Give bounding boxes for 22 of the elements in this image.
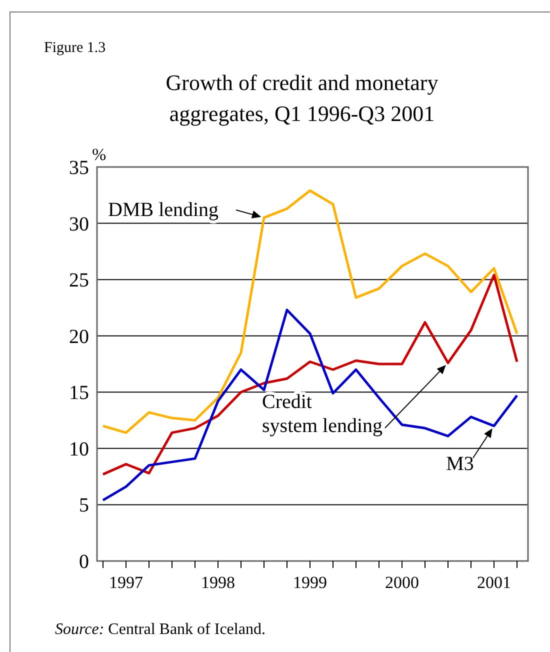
source-note: Source: Central Bank of Iceland.: [55, 621, 266, 638]
y-tick-label: 5: [79, 494, 89, 517]
chart-title: Growth of credit and monetary aggregates, Q1 1996-Q3 2001: [166, 70, 438, 126]
y-tick-label: 30: [69, 213, 89, 236]
x-tick-label: 2000: [385, 573, 419, 592]
text: DMB lending: [108, 199, 219, 221]
caption: Figure 1.3: [44, 40, 106, 56]
series-label: Credit system lending: [262, 391, 383, 437]
x-tick-label: 1998: [201, 573, 235, 592]
y-tick-label: 25: [69, 270, 89, 292]
y-tick-label: 15: [69, 382, 89, 404]
line-series: [102, 274, 518, 476]
y-axis-title: %: [92, 145, 106, 164]
y-tick-label: 0: [79, 551, 89, 573]
line-series: [102, 308, 518, 502]
y-tick-label: 35: [69, 157, 89, 179]
x-tick-label: 1999: [293, 573, 327, 592]
y-tick-label: 20: [69, 326, 89, 348]
series-label: M3: [446, 453, 474, 475]
y-tick-label: 10: [69, 438, 89, 460]
x-tick-label: 2001: [477, 573, 511, 592]
x-tick-label: 1997: [109, 573, 144, 592]
